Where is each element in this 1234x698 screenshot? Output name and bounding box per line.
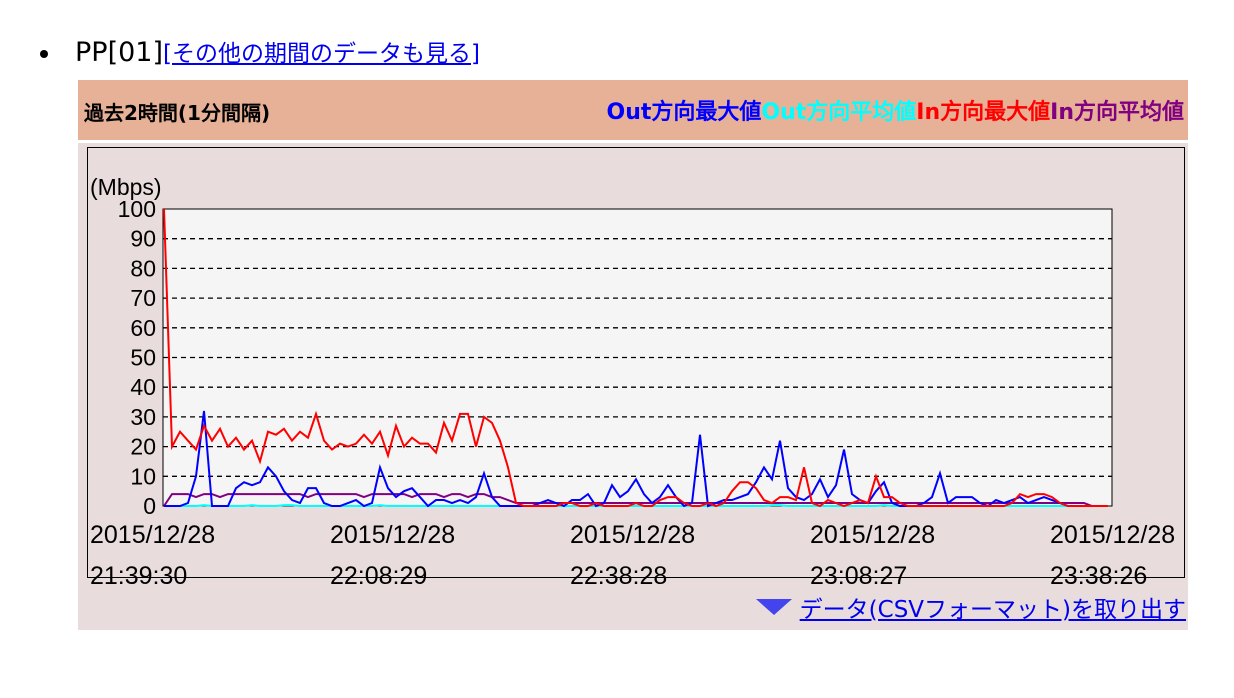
x-tick-date: 2015/12/28 [1050,521,1175,549]
chart-header: 過去2時間(1分間隔) Out方向最大値Out方向平均値In方向最大値In方向平… [78,80,1188,140]
y-tick-label: 10 [130,463,156,489]
interface-name: PP[01] [75,37,163,68]
x-tick-date: 2015/12/28 [90,521,215,549]
y-tick-label: 60 [130,315,156,341]
y-tick-label: 100 [118,196,156,222]
plot-area [162,208,1113,507]
legend-in-avg: In方向平均値 [1050,100,1184,125]
y-tick-label: 20 [130,434,156,460]
traffic-chart: (Mbps) 0 10 20 30 40 50 60 70 80 90 100 2015/12/28 2… [90,174,1175,590]
series-line-0 [164,410,1108,508]
y-tick-label: 0 [143,493,156,519]
chart-title: 過去2時間(1分間隔) [84,101,271,125]
x-tick-time: 22:08:29 [330,562,427,590]
y-tick-label: 70 [130,285,156,311]
y-tick-label: 30 [130,404,156,430]
csv-download-link[interactable]: データ(CSVフォーマット)を取り出す [755,590,1186,624]
x-tick-date: 2015/12/28 [330,521,455,549]
list-bullet [40,50,48,58]
y-tick-label: 40 [130,374,156,400]
interface-heading: PP[01][その他の期間のデータも見る] [75,34,480,68]
series-line-2 [163,208,1108,508]
chart-frame [87,147,1185,578]
x-tick-date: 2015/12/28 [570,521,695,549]
y-axis-label: (Mbps) [90,174,162,200]
legend-in-max: In方向最大値 [916,100,1051,125]
y-tick-label: 50 [130,345,156,371]
triangle-down-icon [755,599,792,615]
x-tick-time: 23:38:26 [1050,562,1147,590]
y-tick-label: 80 [130,255,156,281]
legend: Out方向最大値Out方向平均値In方向最大値In方向平均値 [607,94,1185,126]
legend-out-avg: Out方向平均値 [761,100,917,125]
x-tick-date: 2015/12/28 [810,521,935,549]
x-tick-time: 23:08:27 [810,562,907,590]
y-tick-label: 90 [130,226,156,252]
other-periods-link[interactable]: [その他の期間のデータも見る] [163,41,480,67]
csv-link-label: データ(CSVフォーマット)を取り出す [799,597,1186,623]
legend-out-max: Out方向最大値 [606,100,762,125]
x-tick-time: 21:39:30 [90,562,187,590]
x-tick-time: 22:38:28 [570,562,667,590]
